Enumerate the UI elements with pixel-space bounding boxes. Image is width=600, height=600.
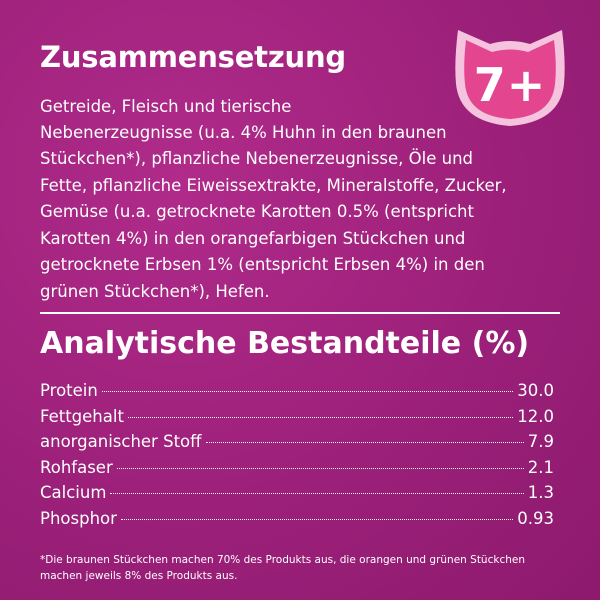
composition-line: Gemüse (u.a. getrocknete Karotten 0.5% (… (40, 202, 474, 221)
composition-title: Zusammensetzung (40, 40, 346, 74)
dotted-leader (127, 416, 514, 418)
analytics-row: Fettgehalt 12.0 (40, 407, 554, 433)
composition-line: Nebenerzeugnisse (u.a. 4% Huhn in den br… (40, 123, 447, 142)
dotted-leader (116, 467, 524, 469)
composition-text: Stückchen*), pflanzliche Nebenerzeugniss… (40, 146, 560, 305)
age-badge-label: 7+ (473, 58, 547, 112)
composition-line: Fette, pflanzliche Eiweissextrakte, Mine… (40, 175, 507, 195)
composition-line: Karotten 4%) in den orangefarbigen Stück… (40, 228, 466, 248)
composition-line: Getreide, Fleisch und tierische (40, 97, 292, 116)
dotted-leader (205, 442, 524, 444)
analytics-value: 0.93 (517, 508, 554, 528)
analytics-table: Protein 30.0 Fettgehalt 12.0 anorganisch… (40, 381, 554, 535)
section-divider (40, 312, 560, 314)
analytics-value: 12.0 (517, 406, 554, 426)
analytics-value: 2.1 (527, 457, 554, 477)
analytics-row: Calcium 1.3 (40, 483, 554, 509)
analytics-row: Rohfaser 2.1 (40, 458, 554, 484)
composition-line: grünen Stückchen*), Hefen. (40, 281, 270, 301)
analytics-row: Protein 30.0 (40, 381, 554, 407)
analytics-title: Analytische Bestandteile (%) (40, 326, 530, 361)
footnote: *Die braunen Stückchen machen 70% des Pr… (40, 554, 525, 582)
cat-head-icon (455, 30, 565, 126)
analytics-row: anorganischer Stoff 7.9 (40, 432, 554, 458)
analytics-label: Fettgehalt (40, 406, 124, 426)
analytics-value: 7.9 (527, 432, 554, 452)
age-badge: 7+ (448, 22, 572, 132)
dotted-leader (110, 493, 524, 495)
analytics-label: Calcium (40, 483, 107, 503)
analytics-label: Rohfaser (40, 457, 113, 477)
analytics-value: 30.0 (517, 381, 554, 400)
composition-line: getrocknete Erbsen 1% (entspricht Erbsen… (40, 255, 485, 274)
analytics-label: Protein (40, 381, 98, 400)
analytics-value: 1.3 (527, 483, 554, 503)
dotted-leader (101, 391, 514, 392)
dotted-leader (120, 518, 514, 520)
analytics-label: Phosphor (40, 508, 117, 528)
analytics-label: anorganischer Stoff (40, 432, 202, 452)
composition-text-top: Getreide, Fleisch und tierische Nebenerz… (40, 94, 450, 146)
analytics-row: Phosphor 0.93 (40, 509, 554, 535)
composition-line: Stückchen*), pflanzliche Nebenerzeugniss… (40, 149, 474, 168)
